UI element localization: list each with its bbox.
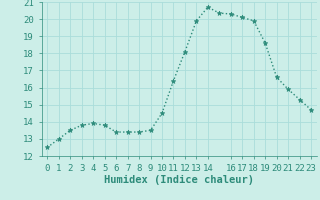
X-axis label: Humidex (Indice chaleur): Humidex (Indice chaleur) xyxy=(104,175,254,185)
